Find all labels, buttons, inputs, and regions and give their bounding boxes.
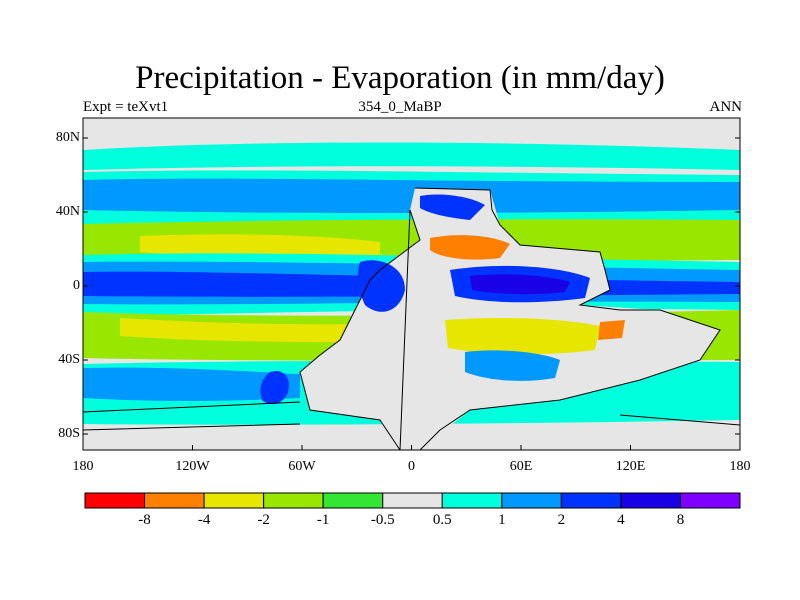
colorbar-label: -8 [138,512,151,528]
y-axis-ticks [83,137,740,435]
colorbar-label: 1 [498,512,506,528]
colorbar-swatch [501,492,562,509]
y-label-40n: 40N [55,204,80,219]
experiment-label: Expt = teXvt1 [83,99,169,115]
southern-dry-land [445,318,600,355]
band-north-cyan [83,142,740,170]
y-label-0: 0 [73,278,80,293]
x-label-120w: 120W [175,459,210,474]
colorbar-swatch [382,492,443,509]
colorbar [84,492,741,509]
colorbar-swatch [203,492,265,509]
band-north-yellow [140,234,380,258]
map-field [83,118,740,450]
colorbar-label: -0.5 [370,512,395,528]
x-label-60e: 60E [509,459,533,474]
southern-wet-spot [260,370,289,405]
southern-blue-land [465,350,560,381]
southern-coastline [83,401,740,431]
colorbar-label: 2 [557,512,566,528]
band-south-blue [83,367,300,401]
colorbar-swatch [144,492,205,509]
equatorial-core [470,274,570,295]
arid-zone-north [430,235,510,260]
x-label-180-east: 180 [729,459,751,474]
north-wet-spot [420,194,485,220]
colorbar-label: 8 [676,512,685,528]
colorbar-swatch [560,492,622,509]
coastline [299,187,721,450]
map-title: Precipitation - Evaporation (in mm/day) [135,60,665,96]
arid-spot-east [598,320,625,340]
colorbar-label: 0.5 [432,512,452,528]
time-label: 354_0_MaBP [358,99,442,115]
colorbar-label: -1 [316,512,330,528]
x-label-0: 0 [408,459,415,474]
colorbar-swatch [322,492,384,509]
colorbar-swatch [84,492,146,509]
colorbar-swatch [679,492,741,509]
y-label-80s: 80S [58,426,80,441]
colorbar-label: 4 [617,512,625,528]
season-label: ANN [709,99,743,115]
colorbar-swatch [263,492,324,509]
y-label-40s: 40S [58,352,80,367]
x-label-120e: 120E [615,459,646,474]
colorbar-label: -4 [197,512,211,528]
x-label-180-west: 180 [72,459,94,474]
colorbar-swatch [620,492,681,509]
colorbar-label: -2 [257,512,270,528]
colorbar-swatch [441,492,503,509]
x-axis-ticks [82,445,741,450]
x-label-60w: 60W [288,459,316,474]
band-north-blue [83,178,740,213]
y-label-80n: 80N [55,130,80,145]
equatorial-wet-west [357,260,405,312]
